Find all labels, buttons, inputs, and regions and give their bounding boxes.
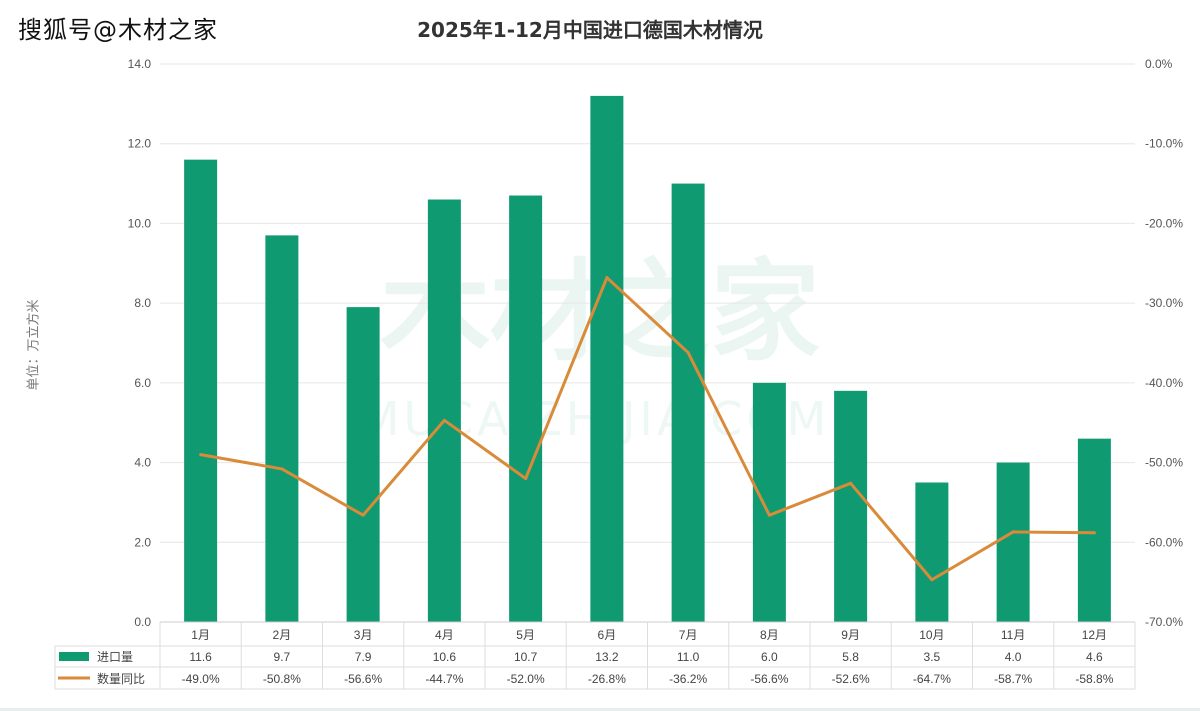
bar-value-label: 5.8 — [842, 650, 859, 664]
category-label: 11月 — [1001, 628, 1025, 642]
category-label: 8月 — [760, 628, 779, 642]
bar-value-label: 4.0 — [1005, 650, 1022, 664]
category-label: 6月 — [598, 628, 617, 642]
yoy-point-6月 — [605, 276, 609, 280]
category-label: 5月 — [516, 628, 535, 642]
brand-watermark: 搜狐号@木材之家 — [18, 16, 218, 44]
bar-value-label: 3.5 — [924, 650, 941, 664]
yoy-value-label: -44.7% — [425, 672, 463, 686]
legend-line-label: 数量同比 — [97, 671, 145, 686]
bar-value-label: 10.6 — [433, 650, 457, 664]
yoy-point-9月 — [849, 481, 853, 485]
category-label: 10月 — [919, 628, 944, 642]
bar-9月 — [834, 390, 868, 622]
yoy-value-label: -56.6% — [750, 672, 788, 686]
bar-12月 — [1077, 438, 1111, 622]
yoy-line — [200, 276, 1095, 582]
category-label: 9月 — [841, 628, 860, 642]
left-tick-label: 0.0 — [134, 615, 151, 629]
yoy-point-1月 — [199, 453, 203, 457]
yoy-point-5月 — [524, 477, 528, 481]
left-tick-label: 6.0 — [134, 376, 151, 390]
bar-6月 — [590, 95, 624, 622]
yoy-point-7月 — [686, 351, 690, 355]
bar-3月 — [346, 307, 380, 622]
yoy-point-11月 — [1011, 530, 1015, 534]
right-tick-label: 0.0% — [1145, 57, 1173, 71]
yoy-value-label: -49.0% — [182, 672, 220, 686]
bar-11月 — [996, 462, 1030, 622]
category-label: 7月 — [679, 628, 698, 642]
bar-10月 — [915, 482, 949, 622]
right-tick-label: -70.0% — [1145, 615, 1183, 629]
yoy-value-label: -58.8% — [1075, 672, 1113, 686]
bar-2月 — [265, 235, 299, 622]
category-label: 1月 — [191, 628, 210, 642]
bar-value-label: 11.0 — [677, 650, 700, 664]
yoy-value-label: -64.7% — [913, 672, 951, 686]
bar-value-label: 7.9 — [355, 650, 372, 664]
right-tick-label: -60.0% — [1145, 535, 1183, 549]
yoy-value-label: -56.6% — [344, 672, 382, 686]
right-tick-label: -50.0% — [1145, 456, 1183, 470]
right-tick-label: -30.0% — [1145, 296, 1183, 310]
yoy-value-label: -36.2% — [669, 672, 707, 686]
bar-value-label: 11.6 — [189, 650, 212, 664]
bar-7月 — [671, 183, 705, 623]
category-label: 4月 — [435, 628, 454, 642]
bar-value-label: 9.7 — [274, 650, 291, 664]
bar-value-label: 13.2 — [595, 650, 619, 664]
category-label: 2月 — [273, 628, 292, 642]
right-tick-label: -40.0% — [1145, 376, 1183, 390]
bar-8月 — [752, 382, 786, 622]
yoy-point-4月 — [442, 418, 446, 422]
yoy-value-label: -58.7% — [994, 672, 1032, 686]
left-tick-label: 14.0 — [128, 57, 152, 71]
left-tick-label: 12.0 — [128, 137, 152, 151]
bar-1月 — [184, 159, 218, 622]
bar-value-label: 4.6 — [1086, 650, 1103, 664]
bottom-border — [0, 708, 1200, 711]
left-tick-label: 8.0 — [134, 296, 151, 310]
yoy-point-8月 — [767, 513, 771, 517]
chart-title: 2025年1-12月中国进口德国木材情况 — [417, 18, 763, 42]
category-label: 3月 — [354, 628, 373, 642]
yoy-point-3月 — [361, 513, 365, 517]
yoy-value-label: -50.8% — [263, 672, 301, 686]
left-tick-label: 10.0 — [128, 216, 152, 230]
right-tick-label: -10.0% — [1145, 137, 1183, 151]
legend-bar-swatch — [59, 652, 89, 661]
yoy-point-12月 — [1092, 531, 1096, 535]
bar-5月 — [509, 195, 543, 622]
yoy-value-label: -52.6% — [832, 672, 870, 686]
left-tick-label: 4.0 — [134, 456, 151, 470]
yoy-point-2月 — [280, 467, 284, 471]
left-tick-label: 2.0 — [134, 535, 151, 549]
right-tick-label: -20.0% — [1145, 216, 1183, 230]
bar-4月 — [427, 199, 461, 622]
yoy-value-label: -52.0% — [507, 672, 545, 686]
bar-value-label: 6.0 — [761, 650, 778, 664]
legend-bar-label: 进口量 — [97, 650, 133, 664]
yoy-value-label: -26.8% — [588, 672, 626, 686]
bar-value-label: 10.7 — [514, 650, 538, 664]
category-label: 12月 — [1082, 628, 1107, 642]
yoy-point-10月 — [930, 578, 934, 582]
